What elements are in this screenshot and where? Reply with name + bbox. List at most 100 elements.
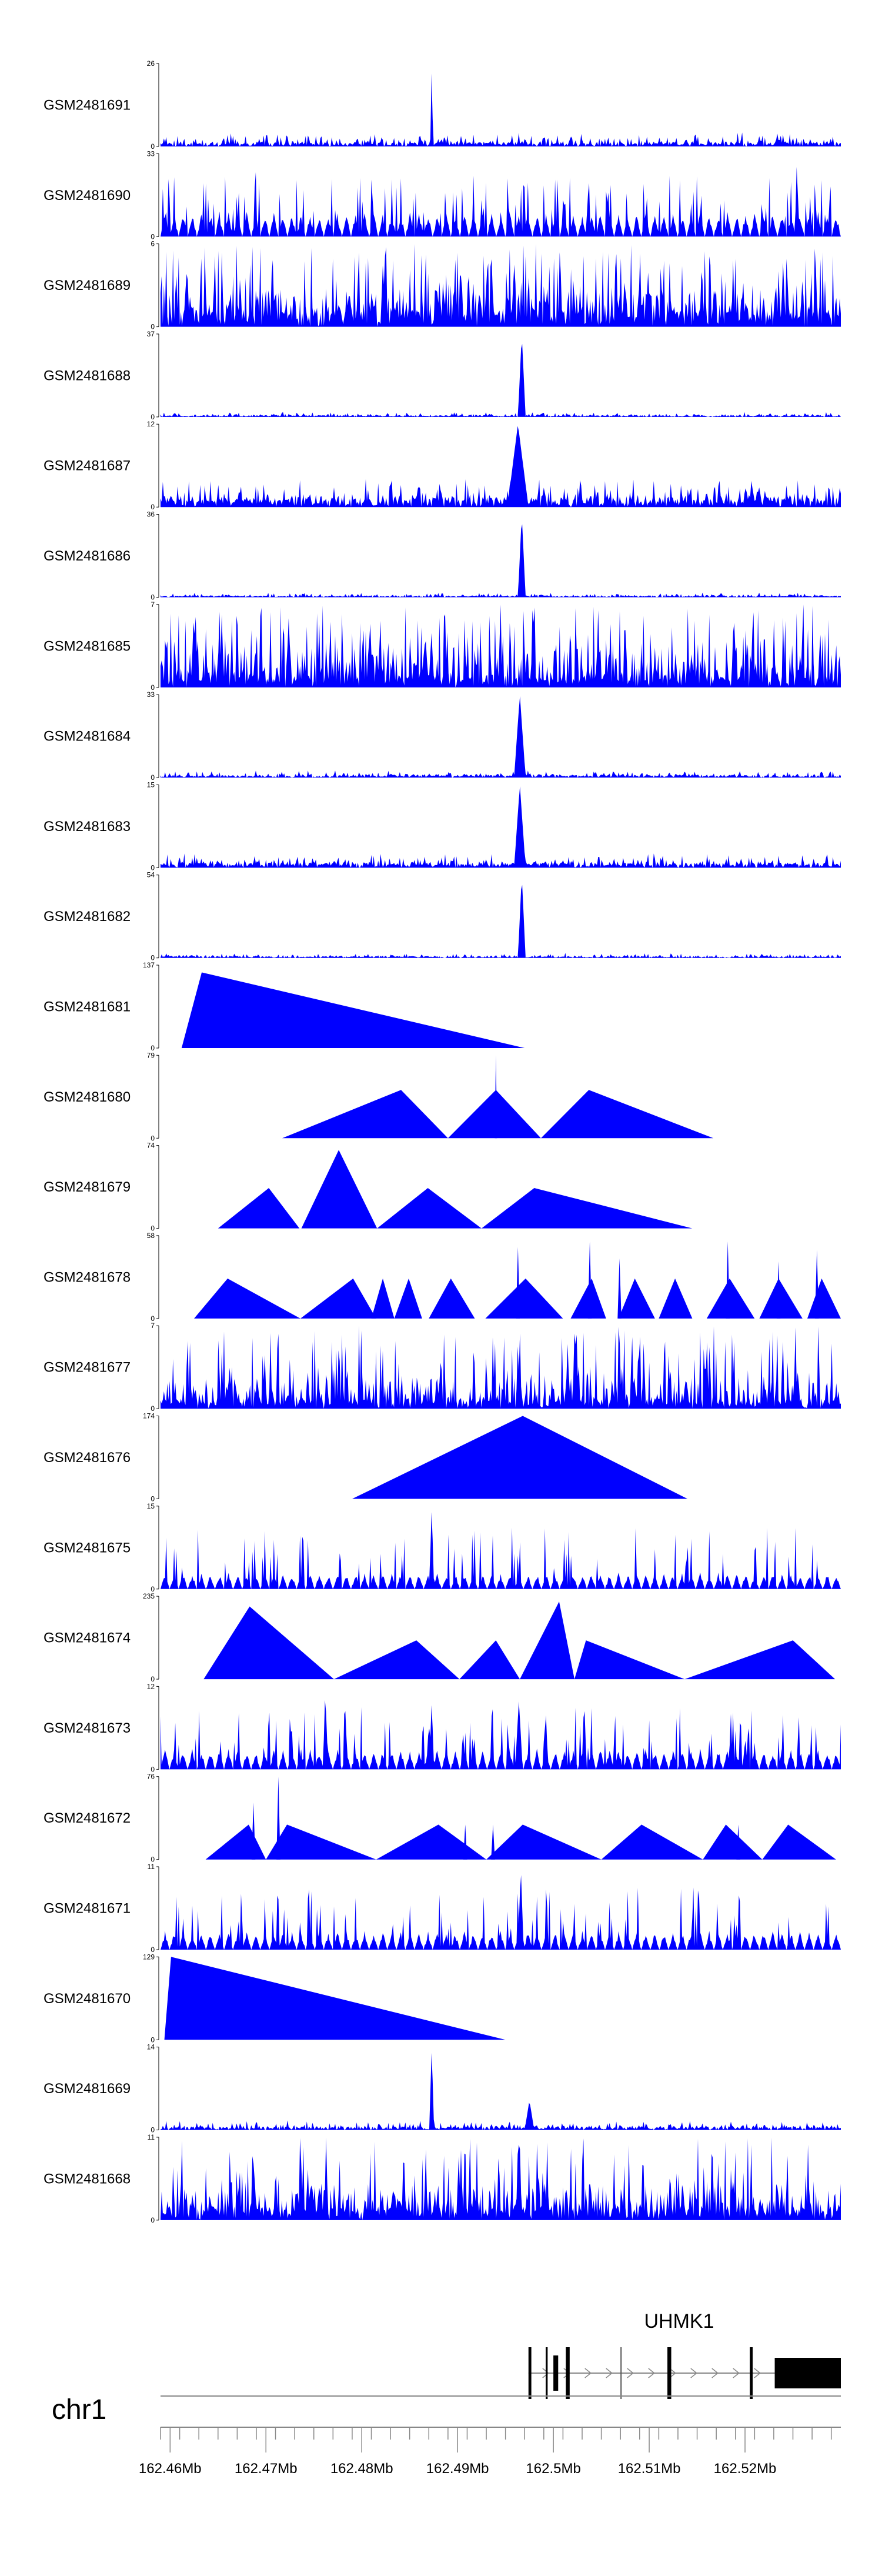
track-label: GSM2481673 — [44, 1720, 131, 1736]
y-min-label: 0 — [151, 683, 155, 692]
axis-tick-label: 162.5Mb — [526, 2461, 580, 2477]
track-label: GSM2481677 — [44, 1360, 131, 1376]
coverage-triangle — [520, 1601, 574, 1680]
track-GSM2481683: GSM2481683 15 0 — [44, 780, 841, 872]
coverage-area — [161, 2053, 841, 2130]
track-GSM2481684: GSM2481684 33 0 — [44, 690, 841, 782]
y-max-label: 14 — [147, 2043, 155, 2051]
track-GSM2481690: GSM2481690 33 0 — [44, 149, 841, 241]
y-max-label: 11 — [148, 2133, 155, 2141]
strand-arrow — [584, 2368, 592, 2378]
strand-arrow — [669, 2368, 676, 2378]
y-max-label: 12 — [147, 1682, 155, 1690]
track-GSM2481668: GSM2481668 11 0 — [44, 2133, 841, 2224]
coverage-area — [161, 1512, 841, 1589]
coverage-area — [161, 1700, 841, 1770]
track-GSM2481682: GSM2481682 54 0 — [44, 871, 841, 962]
y-min-label: 0 — [151, 1044, 155, 1052]
track-label: GSM2481683 — [44, 819, 131, 835]
coverage-triangle — [481, 1188, 693, 1229]
track-GSM2481677: GSM2481677 7 0 — [44, 1322, 841, 1413]
track-label: GSM2481690 — [44, 188, 131, 203]
track-label: GSM2481686 — [44, 548, 131, 564]
y-min-label: 0 — [151, 1585, 155, 1593]
coverage-triangle — [181, 972, 525, 1048]
y-min-label: 0 — [151, 1675, 155, 1683]
strand-arrow — [542, 2368, 549, 2378]
strand-arrow — [711, 2368, 719, 2378]
coverage-spike — [815, 1250, 819, 1319]
y-min-label: 0 — [151, 773, 155, 782]
axis-tick-label: 162.46Mb — [139, 2461, 202, 2477]
y-max-label: 76 — [147, 1773, 155, 1781]
gene-exon — [528, 2347, 532, 2399]
coverage-triangle — [300, 1278, 376, 1319]
track-label: GSM2481672 — [44, 1810, 131, 1826]
track-GSM2481674: GSM2481674 235 0 — [44, 1592, 836, 1683]
track-label: GSM2481689 — [44, 278, 131, 293]
track-GSM2481691: GSM2481691 26 0 — [44, 59, 841, 151]
coverage-area — [161, 74, 841, 146]
y-max-label: 58 — [147, 1232, 155, 1240]
coverage-spike — [276, 1776, 280, 1860]
y-min-label: 0 — [151, 2126, 155, 2134]
axis-tick-label: 162.51Mb — [618, 2461, 681, 2477]
coverage-triangle — [659, 1278, 693, 1319]
coverage-spike — [617, 1258, 622, 1319]
y-min-label: 0 — [151, 954, 155, 962]
coverage-area — [161, 696, 841, 778]
strand-arrow — [754, 2368, 761, 2378]
y-min-label: 0 — [151, 1946, 155, 1954]
track-label: GSM2481674 — [44, 1630, 131, 1646]
coverage-triangle — [205, 1824, 266, 1860]
coverage-triangle — [759, 1278, 803, 1319]
track-label: GSM2481682 — [44, 909, 131, 925]
coverage-triangle — [618, 1278, 655, 1319]
y-min-label: 0 — [151, 1314, 155, 1323]
coverage-triangle — [807, 1278, 841, 1319]
coverage-area — [161, 524, 841, 598]
coverage-spike — [463, 1824, 467, 1860]
track-GSM2481686: GSM2481686 36 0 — [44, 510, 841, 602]
track-label: GSM2481685 — [44, 638, 131, 654]
y-max-label: 7 — [151, 600, 155, 609]
track-label: GSM2481675 — [44, 1540, 131, 1556]
coverage-area — [161, 244, 841, 327]
coverage-triangle — [194, 1278, 300, 1319]
coverage-triangle — [570, 1278, 606, 1319]
coverage-triangle — [601, 1824, 703, 1860]
coverage-triangle — [266, 1824, 376, 1860]
y-min-label: 0 — [151, 2216, 155, 2224]
track-label: GSM2481681 — [44, 999, 131, 1015]
genome-axis: chr1 162.46Mb 162.47Mb 162.48Mb 162.49Mb 162… — [52, 2394, 841, 2477]
gene-exon — [667, 2347, 671, 2399]
track-GSM2481681: GSM2481681 137 0 — [44, 961, 525, 1052]
strand-arrow — [733, 2368, 740, 2378]
track-label: GSM2481670 — [44, 1991, 131, 2007]
coverage-spike — [516, 1247, 520, 1319]
axis-tick-label: 162.49Mb — [426, 2461, 489, 2477]
track-GSM2481685: GSM2481685 7 0 — [44, 600, 841, 692]
track-GSM2481679: GSM2481679 74 0 — [44, 1142, 693, 1233]
y-min-label: 0 — [151, 413, 155, 421]
coverage-triangle — [301, 1150, 377, 1229]
coverage-area — [161, 426, 841, 508]
coverage-triangle — [333, 1640, 460, 1680]
chromosome-label: chr1 — [52, 2394, 106, 2425]
track-GSM2481688: GSM2481688 37 0 — [44, 330, 841, 421]
track-label: GSM2481678 — [44, 1269, 131, 1285]
y-min-label: 0 — [151, 1765, 155, 1773]
coverage-area — [161, 604, 841, 688]
coverage-area — [161, 885, 841, 958]
track-label: GSM2481688 — [44, 368, 131, 383]
track-GSM2481687: GSM2481687 12 0 — [44, 420, 841, 511]
y-max-label: 33 — [147, 149, 155, 158]
coverage-triangle — [703, 1824, 763, 1860]
y-max-label: 174 — [143, 1412, 155, 1420]
coverage-spike — [587, 1241, 592, 1319]
coverage-triangle — [447, 1090, 541, 1139]
coverage-triangle — [459, 1640, 520, 1680]
coverage-triangle — [352, 1416, 688, 1499]
axis-tick-label: 162.48Mb — [330, 2461, 393, 2477]
